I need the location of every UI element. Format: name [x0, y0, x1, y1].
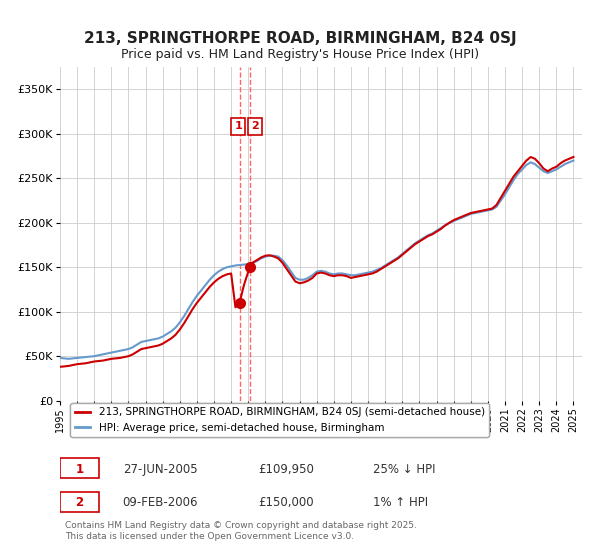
Text: 27-JUN-2005: 27-JUN-2005 [122, 463, 197, 475]
Text: Price paid vs. HM Land Registry's House Price Index (HPI): Price paid vs. HM Land Registry's House … [121, 48, 479, 60]
Text: 1: 1 [235, 122, 242, 132]
Text: 2: 2 [251, 122, 259, 132]
Text: Contains HM Land Registry data © Crown copyright and database right 2025.
This d: Contains HM Land Registry data © Crown c… [65, 521, 417, 542]
Text: 213, SPRINGTHORPE ROAD, BIRMINGHAM, B24 0SJ: 213, SPRINGTHORPE ROAD, BIRMINGHAM, B24 … [83, 31, 517, 46]
FancyBboxPatch shape [60, 459, 99, 478]
Text: 2: 2 [75, 496, 83, 509]
Text: 09-FEB-2006: 09-FEB-2006 [122, 496, 198, 509]
Text: 1% ↑ HPI: 1% ↑ HPI [373, 496, 428, 509]
FancyBboxPatch shape [60, 492, 99, 512]
Text: 1: 1 [75, 463, 83, 475]
Text: £109,950: £109,950 [259, 463, 314, 475]
Text: £150,000: £150,000 [259, 496, 314, 509]
Legend: 213, SPRINGTHORPE ROAD, BIRMINGHAM, B24 0SJ (semi-detached house), HPI: Average : 213, SPRINGTHORPE ROAD, BIRMINGHAM, B24 … [70, 403, 489, 437]
Text: 25% ↓ HPI: 25% ↓ HPI [373, 463, 436, 475]
